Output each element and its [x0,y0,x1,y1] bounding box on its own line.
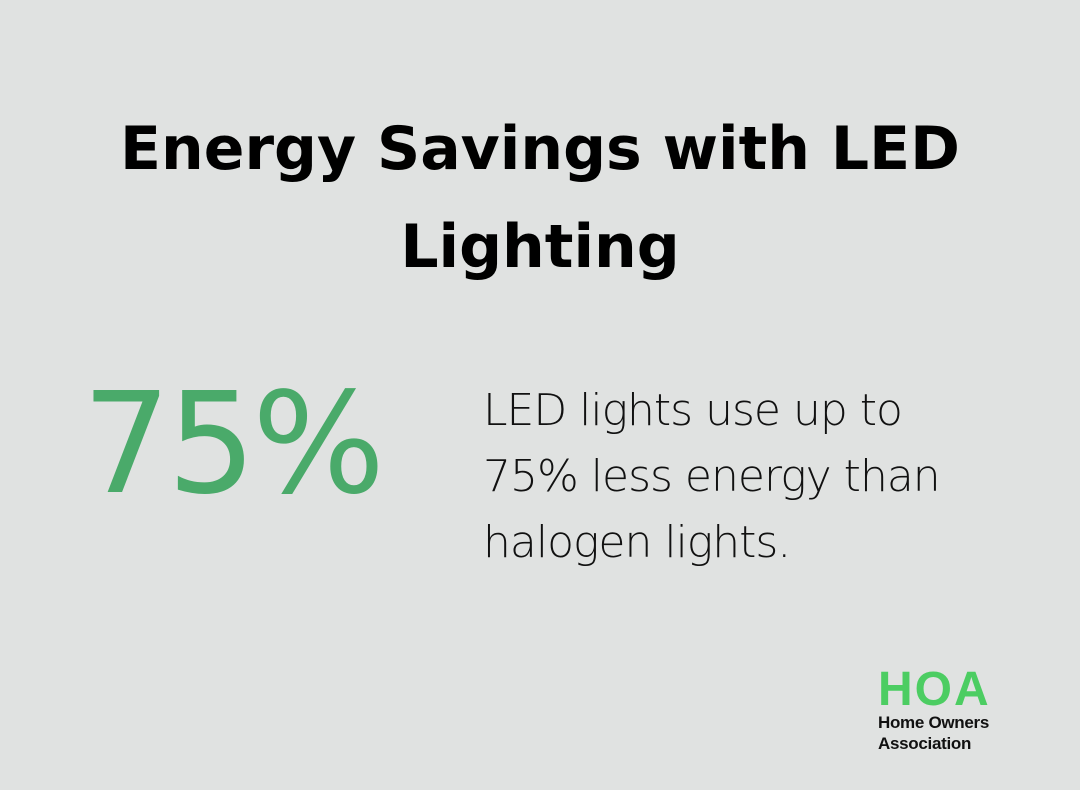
hoa-logo: HOA Home Owners Association [878,663,1058,758]
hoa-logo-mark: HOA [878,663,991,716]
stat-value: 75% [82,363,385,526]
page-title: Energy Savings with LED Lighting [120,114,960,282]
stat-description: LED lights use up to 75% less energy tha… [483,385,941,568]
hoa-logo-line1: Home Owners [878,713,990,732]
hoa-logo-line2: Association [878,734,972,753]
